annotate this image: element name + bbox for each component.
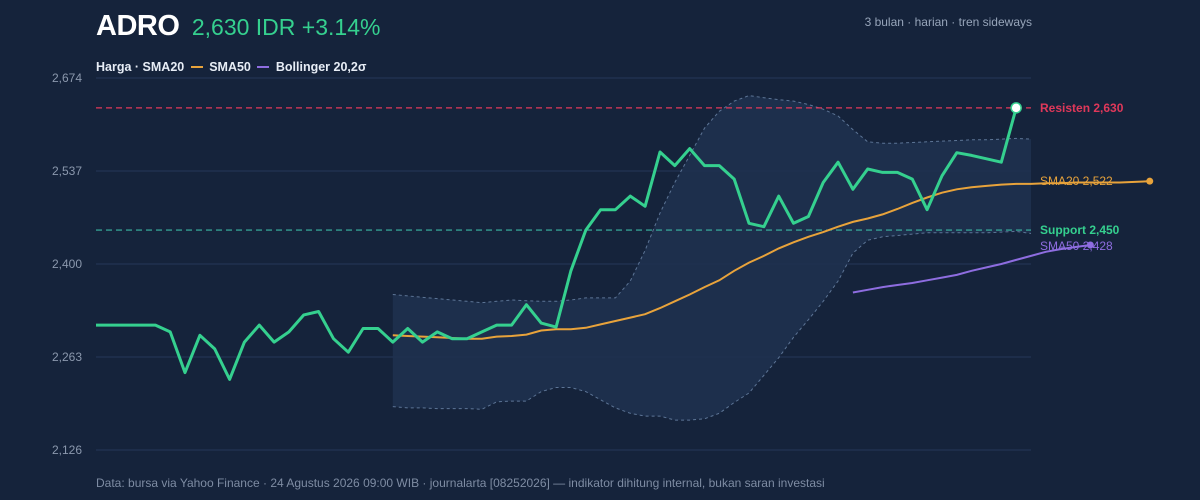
chart-meta: 3 bulan · harian · tren sideways (864, 15, 1032, 29)
support-label: Support 2,450 (1040, 223, 1120, 237)
y-tick-label: 2,537 (52, 164, 82, 178)
ticker-symbol: ADRO (96, 10, 180, 42)
legend-harga: Harga · SMA20 (96, 60, 185, 74)
legend-bollinger-swatch (257, 65, 270, 68)
y-tick-label: 2,126 (52, 443, 82, 457)
sma20-label: SMA20 2,522 (1040, 174, 1113, 188)
legend-sma50: SMA50 (209, 60, 251, 74)
sma50-line (852, 244, 1091, 294)
bollinger-lower-line (392, 230, 1032, 421)
sma50-end-marker (1086, 241, 1094, 249)
legend-sma20-swatch (190, 65, 203, 68)
sma20-line (392, 180, 1150, 340)
y-tick-label: 2,400 (52, 257, 82, 271)
y-tick-label: 2,263 (52, 350, 82, 364)
y-tick-label: 2,674 (52, 71, 82, 85)
resistance-label: Resisten 2,630 (1040, 101, 1124, 115)
price-change: 2,630 IDR +3.14% (191, 14, 381, 40)
bollinger-upper-line (392, 95, 1032, 304)
price-line (96, 107, 1018, 381)
sma20-end-marker (1146, 177, 1154, 185)
chart-legend: Harga · SMA20 SMA50 Bollinger 20,2σ (96, 60, 366, 74)
chart-header: ADRO 2,630 IDR +3.14% (96, 10, 380, 43)
bollinger-band-fill (392, 95, 1031, 421)
price-end-marker (1010, 102, 1022, 114)
chart-footer: Data: bursa via Yahoo Finance · 24 Agust… (96, 476, 825, 490)
legend-bollinger: Bollinger 20,2σ (275, 60, 367, 74)
sma50-label: SMA50 2,428 (1040, 239, 1113, 253)
